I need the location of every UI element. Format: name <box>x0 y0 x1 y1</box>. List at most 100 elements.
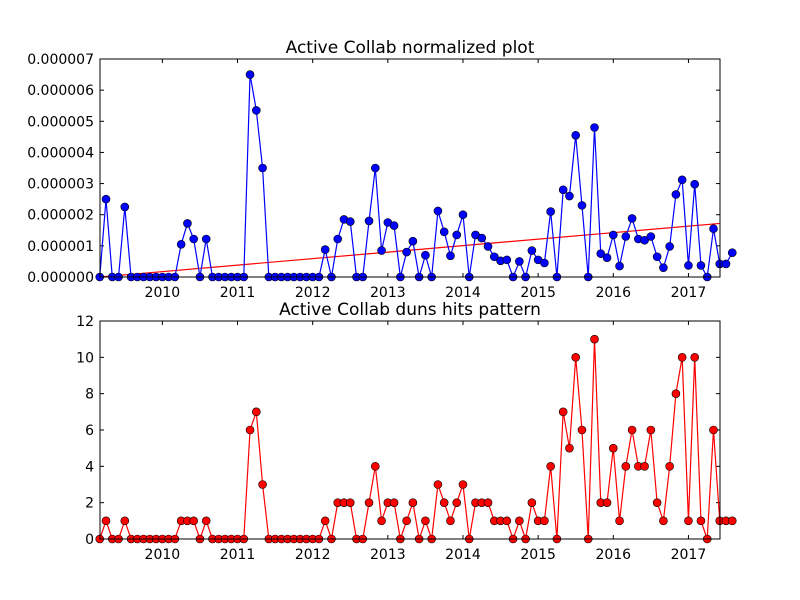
data-point <box>709 425 718 435</box>
data-point <box>389 221 399 230</box>
data-point <box>439 498 449 507</box>
data-point <box>101 516 111 526</box>
data-point <box>120 202 130 212</box>
data-point <box>446 251 455 261</box>
data-point <box>245 425 255 435</box>
x-tick-label: 2013 <box>370 285 406 301</box>
y-tick-label: 4 <box>85 459 94 475</box>
y-tick-label: 8 <box>85 387 94 403</box>
data-point <box>696 516 706 526</box>
data-point <box>452 230 462 240</box>
data-point <box>258 163 267 173</box>
normalized-plot-frame <box>99 58 721 278</box>
x-tick-label: 2016 <box>595 547 631 563</box>
x-tick-label: 2012 <box>295 285 331 301</box>
data-point <box>671 190 681 199</box>
data-point <box>402 247 411 257</box>
data-point <box>608 230 618 240</box>
y-tick-label: 0.000001 <box>27 239 94 255</box>
data-point <box>677 353 687 362</box>
data-point <box>101 194 111 204</box>
data-point <box>252 407 261 417</box>
data-point <box>546 207 555 216</box>
x-tick-label: 2015 <box>520 285 556 301</box>
data-point <box>540 258 549 268</box>
x-tick-label: 2017 <box>671 285 707 301</box>
y-tick-label: 0.000002 <box>27 208 94 224</box>
data-point <box>602 253 612 262</box>
data-point <box>646 232 656 241</box>
data-point <box>377 246 386 255</box>
data-point <box>433 206 443 216</box>
x-tick-label: 2011 <box>220 285 256 301</box>
data-point <box>421 516 430 526</box>
data-point <box>571 353 581 362</box>
data-point <box>696 261 706 270</box>
data-point <box>727 248 737 258</box>
data-point <box>371 163 380 173</box>
data-point <box>596 249 606 258</box>
data-point <box>458 480 468 489</box>
data-point <box>252 106 261 115</box>
x-tick-label: 2014 <box>445 285 481 301</box>
data-point <box>727 516 737 526</box>
data-point <box>120 516 130 526</box>
data-point <box>640 235 649 245</box>
data-point <box>201 516 211 526</box>
data-point <box>709 224 718 234</box>
data-point <box>652 252 662 262</box>
data-point <box>189 516 198 526</box>
y-tick-label: 12 <box>76 314 94 330</box>
data-point <box>502 516 512 526</box>
x-tick-label: 2013 <box>370 547 406 563</box>
x-tick-label: 2014 <box>445 547 481 563</box>
data-point <box>439 227 449 237</box>
data-point <box>402 516 411 526</box>
y-tick-label: 0.000004 <box>27 145 94 161</box>
data-point <box>446 516 455 526</box>
data-point <box>615 516 624 526</box>
data-point <box>183 219 192 228</box>
x-tick-label: 2011 <box>220 547 256 563</box>
y-tick-label: 0.000006 <box>27 83 94 99</box>
data-point <box>364 216 374 226</box>
x-tick-label: 2010 <box>145 547 181 563</box>
data-point <box>408 236 418 246</box>
y-tick-label: 2 <box>85 496 94 512</box>
y-tick-label: 0.000003 <box>27 177 94 193</box>
normalized-plot-title: Active Collab normalized plot <box>286 38 535 58</box>
data-point <box>258 480 267 489</box>
hits-pattern-title: Active Collab duns hits pattern <box>279 300 541 320</box>
data-point <box>345 217 355 226</box>
y-tick-label: 0 <box>85 532 94 548</box>
data-point <box>245 70 255 79</box>
data-point <box>515 516 524 526</box>
data-point <box>690 179 700 189</box>
normalized-plot-panel: Active Collab normalized plot 0.000000 0.… <box>27 38 737 301</box>
x-tick-label: 2016 <box>595 285 631 301</box>
data-point <box>371 462 380 471</box>
data-point <box>540 516 549 526</box>
data-point <box>558 407 568 417</box>
data-point <box>721 259 731 269</box>
data-point <box>665 242 674 251</box>
x-tick-label: 2017 <box>671 547 707 563</box>
data-point <box>452 498 462 507</box>
hits-pattern-frame <box>99 320 721 540</box>
data-point <box>590 334 599 344</box>
data-point <box>527 246 537 255</box>
x-tick-label: 2010 <box>145 285 181 301</box>
data-point <box>577 425 587 435</box>
data-point <box>320 245 330 254</box>
data-point <box>189 234 198 244</box>
y-tick-label: 6 <box>85 423 94 439</box>
data-point <box>590 123 599 132</box>
y-tick-label: 0.000000 <box>27 270 94 286</box>
data-point <box>502 255 512 265</box>
data-point <box>608 443 618 453</box>
data-point <box>684 261 693 270</box>
data-point <box>527 498 537 507</box>
y-tick-label: 0.000007 <box>27 52 94 68</box>
